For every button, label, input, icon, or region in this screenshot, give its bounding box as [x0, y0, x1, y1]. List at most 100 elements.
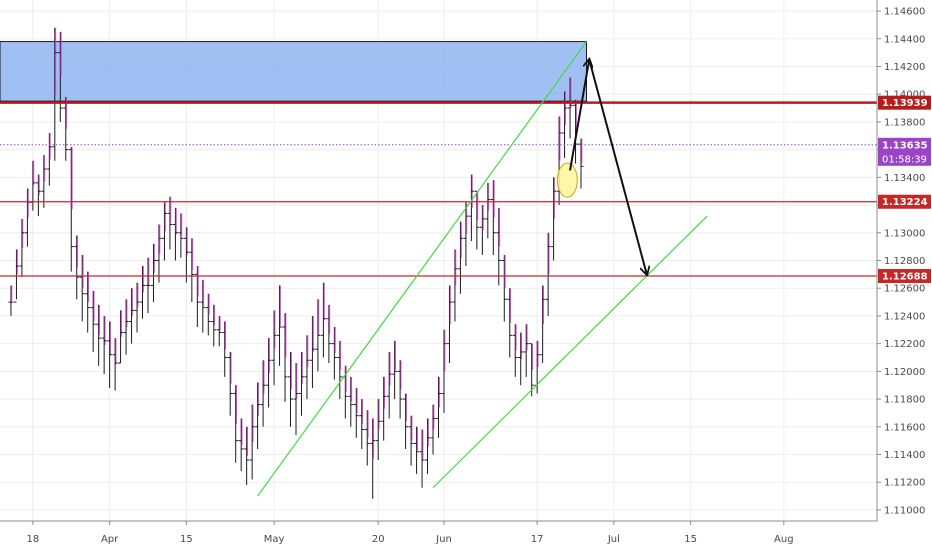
candle-70 [392, 340, 398, 400]
candle-98 [545, 232, 551, 316]
y-tick-label: 1.14400 [884, 34, 925, 45]
current-price-label: 1.13635 [882, 140, 928, 151]
candle-44 [249, 404, 255, 480]
candle-65 [364, 410, 370, 466]
candle-71 [397, 360, 403, 419]
candle-76 [425, 418, 431, 474]
candle-22 [129, 288, 135, 344]
candle-68 [381, 376, 387, 441]
candle-36 [205, 293, 211, 336]
candle-48 [271, 310, 277, 386]
candle-35 [200, 279, 206, 333]
candle-73 [408, 415, 414, 466]
candle-19 [112, 338, 118, 391]
candle-49 [277, 285, 283, 366]
y-tick-label: 1.13800 [884, 117, 925, 128]
candle-63 [353, 387, 359, 438]
candle-38 [216, 315, 222, 347]
projection-arrow-1[interactable] [588, 59, 647, 275]
y-tick-label: 1.12400 [884, 311, 925, 322]
y-tick-label: 1.12200 [884, 339, 925, 350]
candle-64 [359, 399, 365, 449]
candle-51 [288, 351, 294, 427]
drawings[interactable] [257, 41, 708, 497]
candle-82 [457, 221, 463, 294]
candle-26 [150, 243, 156, 303]
candle-95 [529, 343, 535, 397]
candle-86 [479, 205, 485, 255]
candle-74 [414, 426, 420, 474]
candle-55 [309, 315, 315, 388]
candle-90 [501, 254, 507, 322]
candle-79 [441, 329, 447, 413]
candle-53 [298, 351, 304, 416]
candle-2 [19, 218, 25, 278]
candle-45 [255, 382, 261, 449]
x-tick-label: 15 [180, 534, 193, 545]
candle-1 [13, 249, 19, 303]
candle-20 [118, 310, 124, 364]
channel-line-0[interactable] [257, 41, 587, 497]
candle-8 [52, 27, 58, 161]
y-tick-label: 1.11000 [884, 505, 925, 516]
candle-0 [8, 285, 14, 316]
candle-72 [403, 393, 409, 449]
x-tick-label: 18 [27, 534, 40, 545]
supply-zone[interactable] [0, 41, 587, 102]
x-tick-label: Jun [435, 534, 452, 545]
candle-11 [68, 146, 74, 272]
candle-24 [140, 266, 146, 319]
y-tick-label: 1.14200 [884, 62, 925, 73]
candle-37 [211, 304, 217, 347]
y-tick-label: 1.14000 [884, 90, 925, 101]
x-tick-label: 15 [684, 534, 697, 545]
candle-59 [331, 327, 337, 380]
supply-zone-rect[interactable] [0, 41, 587, 102]
candle-9 [57, 31, 63, 122]
candle-87 [485, 182, 491, 239]
candle-103 [573, 99, 579, 164]
candle-104 [578, 138, 584, 189]
candle-77 [430, 404, 436, 455]
candle-75 [419, 429, 425, 488]
x-tick-label: 17 [531, 534, 544, 545]
candle-93 [518, 332, 524, 386]
time-axis[interactable]: 18 Apr 15 May 20 Jun 17 Jul 15 Aug [27, 521, 794, 545]
candle-81 [452, 249, 458, 322]
candle-40 [227, 351, 233, 416]
candle-46 [260, 360, 266, 427]
candle-17 [101, 315, 107, 375]
y-tick-label: 1.11600 [884, 422, 925, 433]
y-tick-label: 1.11400 [884, 450, 925, 461]
level-price-label: 1.13939 [882, 98, 928, 109]
candle-67 [375, 399, 381, 461]
candle-31 [178, 213, 184, 258]
highlight-ellipse[interactable] [556, 162, 578, 198]
channel-line-1[interactable] [432, 215, 708, 489]
candle-5 [35, 174, 41, 217]
candle-47 [266, 338, 272, 408]
x-tick-label: Apr [101, 534, 119, 545]
candle-57 [320, 282, 326, 358]
projection-arrow-0[interactable] [569, 60, 589, 171]
candle-33 [189, 238, 195, 303]
candle-89 [496, 207, 502, 286]
candle-15 [90, 290, 96, 352]
candle-56 [315, 299, 321, 372]
candle-23 [134, 282, 140, 333]
x-tick-label: 20 [372, 534, 385, 545]
candle-18 [107, 321, 113, 388]
candle-92 [512, 324, 518, 377]
candle-78 [436, 376, 441, 438]
candle-97 [540, 285, 546, 364]
candle-39 [222, 321, 228, 377]
horizontal-levels[interactable] [0, 101, 877, 277]
candle-88 [490, 180, 496, 255]
bar-countdown-label: 01:58:39 [882, 154, 927, 165]
level-price-tag [878, 269, 931, 284]
level-price-label: 1.13224 [882, 197, 928, 208]
candle-52 [293, 363, 299, 436]
y-tick-label: 1.13400 [884, 173, 925, 184]
y-tick-label: 1.12600 [884, 284, 925, 295]
